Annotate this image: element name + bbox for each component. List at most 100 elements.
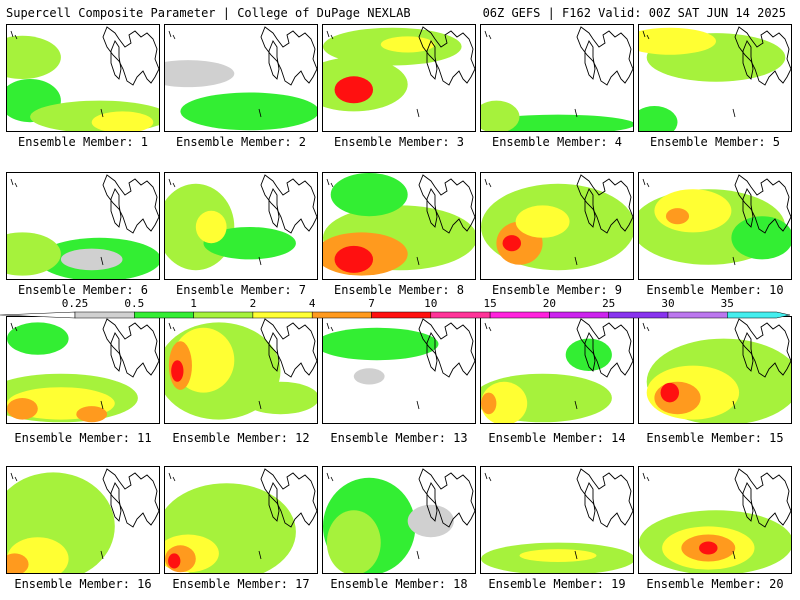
scp-contour-fill bbox=[654, 189, 732, 233]
scp-contour-fill bbox=[76, 406, 108, 423]
lake-michigan-outline bbox=[268, 332, 280, 372]
colorbar-tick-label: 15 bbox=[483, 297, 497, 310]
scp-contour-fill bbox=[334, 76, 374, 104]
ensemble-member-label: Ensemble Member: 5 bbox=[649, 135, 781, 149]
scp-field-map bbox=[7, 174, 159, 279]
ensemble-member-label: Ensemble Member: 9 bbox=[491, 283, 623, 297]
scp-field-map bbox=[323, 318, 475, 410]
scp-field-map bbox=[481, 318, 633, 423]
ensemble-map-panel bbox=[480, 316, 634, 424]
ensemble-map-panel bbox=[638, 172, 792, 280]
colorbar-tick-label: 35 bbox=[720, 297, 734, 310]
ensemble-map-panel bbox=[164, 24, 318, 132]
lake-michigan-outline bbox=[110, 332, 122, 372]
colorbar-segment bbox=[74, 311, 135, 319]
scp-field-map bbox=[639, 468, 791, 573]
scp-field-map bbox=[481, 468, 633, 573]
colorbar-segment bbox=[430, 311, 491, 319]
ensemble-map-panel bbox=[480, 466, 634, 574]
map-border-ticks bbox=[484, 30, 578, 118]
colorbar-segment bbox=[193, 311, 254, 319]
scp-contour-fill bbox=[481, 100, 520, 131]
scp-contour-fill bbox=[7, 35, 61, 79]
scp-contour-fill bbox=[699, 541, 718, 555]
ensemble-map-panel bbox=[480, 24, 634, 132]
ensemble-member-label: Ensemble Member: 13 bbox=[330, 431, 468, 445]
scp-contour-fill bbox=[242, 381, 317, 415]
lake-michigan-outline bbox=[110, 482, 122, 522]
ensemble-member-label: Ensemble Member: 17 bbox=[172, 577, 310, 591]
lake-michigan-outline bbox=[742, 40, 754, 80]
map-border-ticks bbox=[10, 178, 104, 266]
map-border-ticks bbox=[484, 472, 578, 560]
scp-field-map bbox=[323, 26, 475, 118]
scp-contour-fill bbox=[7, 232, 61, 276]
ensemble-map-panel bbox=[6, 466, 160, 574]
scp-field-map bbox=[642, 318, 791, 423]
scp-contour-fill bbox=[519, 549, 597, 563]
map-border-ticks bbox=[10, 30, 104, 118]
scp-field-map bbox=[639, 26, 791, 131]
scp-contour-fill bbox=[60, 248, 123, 271]
colorbar-low-arrow bbox=[0, 311, 76, 319]
ensemble-member-label: Ensemble Member: 15 bbox=[646, 431, 784, 445]
lake-michigan-outline bbox=[584, 40, 596, 80]
map-border-ticks bbox=[168, 322, 262, 410]
map-border-ticks bbox=[484, 178, 578, 266]
ensemble-member-label: Ensemble Member: 16 bbox=[14, 577, 152, 591]
colorbar-segment bbox=[667, 311, 728, 319]
ensemble-member-label: Ensemble Member: 8 bbox=[333, 283, 465, 297]
ensemble-map-panel bbox=[638, 24, 792, 132]
ensemble-map-panel bbox=[638, 316, 792, 424]
ensemble-member-label: Ensemble Member: 14 bbox=[488, 431, 626, 445]
ensemble-member-label: Ensemble Member: 11 bbox=[14, 431, 152, 445]
map-border-ticks bbox=[642, 322, 736, 410]
ensemble-map-panel bbox=[322, 466, 476, 574]
scp-contour-fill bbox=[731, 216, 791, 260]
scp-field-map bbox=[323, 173, 475, 276]
lake-michigan-outline bbox=[268, 482, 280, 522]
ensemble-map-panel bbox=[322, 24, 476, 132]
ensemble-map-panel bbox=[6, 172, 160, 280]
ensemble-map-panel bbox=[322, 172, 476, 280]
map-border-ticks bbox=[10, 322, 104, 410]
ensemble-member-label: Ensemble Member: 10 bbox=[646, 283, 784, 297]
scp-contour-fill bbox=[168, 553, 181, 569]
scp-contour-fill bbox=[502, 235, 522, 252]
scp-field-map bbox=[639, 174, 791, 266]
lake-michigan-outline bbox=[584, 482, 596, 522]
map-border-ticks bbox=[642, 30, 736, 118]
lake-michigan-outline bbox=[426, 482, 438, 522]
scp-contour-fill bbox=[326, 510, 381, 573]
lake-michigan-outline bbox=[426, 188, 438, 228]
scp-field-map bbox=[165, 318, 317, 420]
scp-contour-fill bbox=[180, 92, 317, 131]
scp-contour-fill bbox=[639, 27, 716, 55]
ensemble-member-label: Ensemble Member: 7 bbox=[175, 283, 307, 297]
ensemble-map-panel bbox=[6, 316, 160, 424]
scp-contour-fill bbox=[7, 322, 69, 355]
scp-contour-fill bbox=[7, 553, 29, 573]
map-border-ticks bbox=[168, 30, 262, 118]
lake-michigan-outline bbox=[584, 332, 596, 372]
scp-field-map bbox=[165, 468, 317, 573]
scp-contour-fill bbox=[515, 205, 570, 238]
scp-field-map bbox=[7, 318, 159, 423]
scp-contour-fill bbox=[330, 173, 408, 217]
map-border-ticks bbox=[326, 178, 420, 266]
colorbar-segment bbox=[549, 311, 609, 319]
scp-contour-fill bbox=[565, 338, 612, 371]
lake-michigan-outline bbox=[742, 332, 754, 372]
colorbar-segment bbox=[371, 311, 432, 319]
scp-contour-fill bbox=[353, 368, 385, 385]
scp-contour-fill bbox=[7, 398, 38, 420]
ensemble-map-panel bbox=[6, 24, 160, 132]
ensemble-member-label: Ensemble Member: 1 bbox=[17, 135, 149, 149]
lake-michigan-outline bbox=[426, 332, 438, 372]
ensemble-map-panel bbox=[322, 316, 476, 424]
scp-field-map bbox=[7, 26, 159, 131]
ensemble-map-panel bbox=[480, 172, 634, 280]
scp-contour-fill bbox=[323, 327, 439, 361]
colorbar-segment bbox=[489, 311, 550, 319]
ensemble-member-label: Ensemble Member: 6 bbox=[17, 283, 149, 297]
